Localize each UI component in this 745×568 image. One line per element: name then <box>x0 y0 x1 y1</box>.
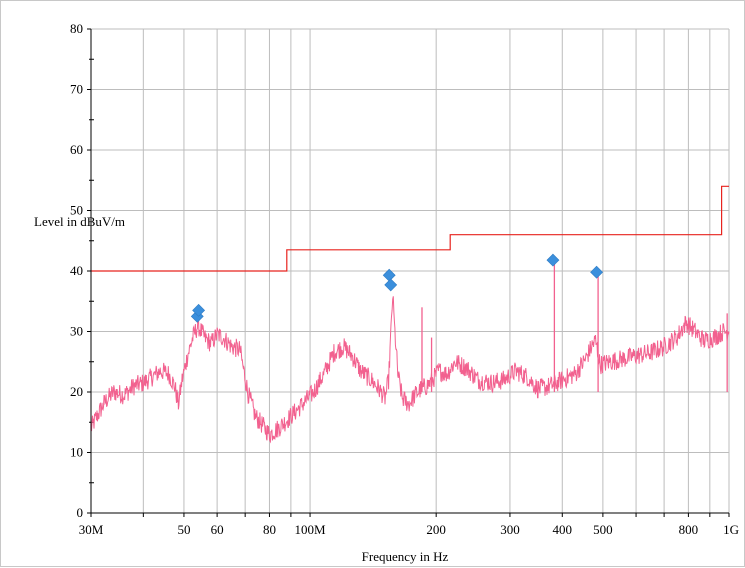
x-tick-label: 300 <box>500 522 520 537</box>
y-tick-label: 50 <box>70 203 83 218</box>
y-tick-label: 80 <box>70 21 83 36</box>
y-tick-label: 60 <box>70 142 83 157</box>
y-axis-label: Level in dBuV/m <box>34 214 125 229</box>
peak-marker <box>192 303 206 317</box>
y-tick-label: 40 <box>70 263 83 278</box>
y-tick-label: 30 <box>70 324 83 339</box>
x-tick-label: 800 <box>679 522 699 537</box>
peak-marker <box>590 265 604 279</box>
measurement-trace <box>90 296 730 444</box>
y-axis-ticks: 0 10 20 30 40 50 60 70 80 <box>70 21 94 520</box>
peak-marker <box>546 253 560 267</box>
x-tick-label: 30M <box>79 522 104 537</box>
series-markers <box>190 253 604 323</box>
y-tick-label: 0 <box>77 505 84 520</box>
x-tick-label: 80 <box>263 522 276 537</box>
x-tick-label: 500 <box>593 522 613 537</box>
peak-marker <box>384 278 398 292</box>
limit-line <box>91 185 729 272</box>
x-tick-label: 1G <box>723 522 739 537</box>
y-tick-label: 10 <box>70 445 83 460</box>
x-tick-label: 100M <box>295 522 327 537</box>
x-axis-ticks: 30M 50 60 80 100M 200 300 400 500 800 1G <box>79 513 739 537</box>
series-limit-line <box>91 185 729 272</box>
y-tick-label: 20 <box>70 384 83 399</box>
x-tick-label: 50 <box>177 522 190 537</box>
x-tick-label: 60 <box>211 522 224 537</box>
x-axis-label: Frequency in Hz <box>362 549 449 564</box>
x-tick-label: 200 <box>426 522 446 537</box>
series-measurement <box>90 258 730 444</box>
y-tick-label: 70 <box>70 82 83 97</box>
x-tick-label: 400 <box>553 522 573 537</box>
